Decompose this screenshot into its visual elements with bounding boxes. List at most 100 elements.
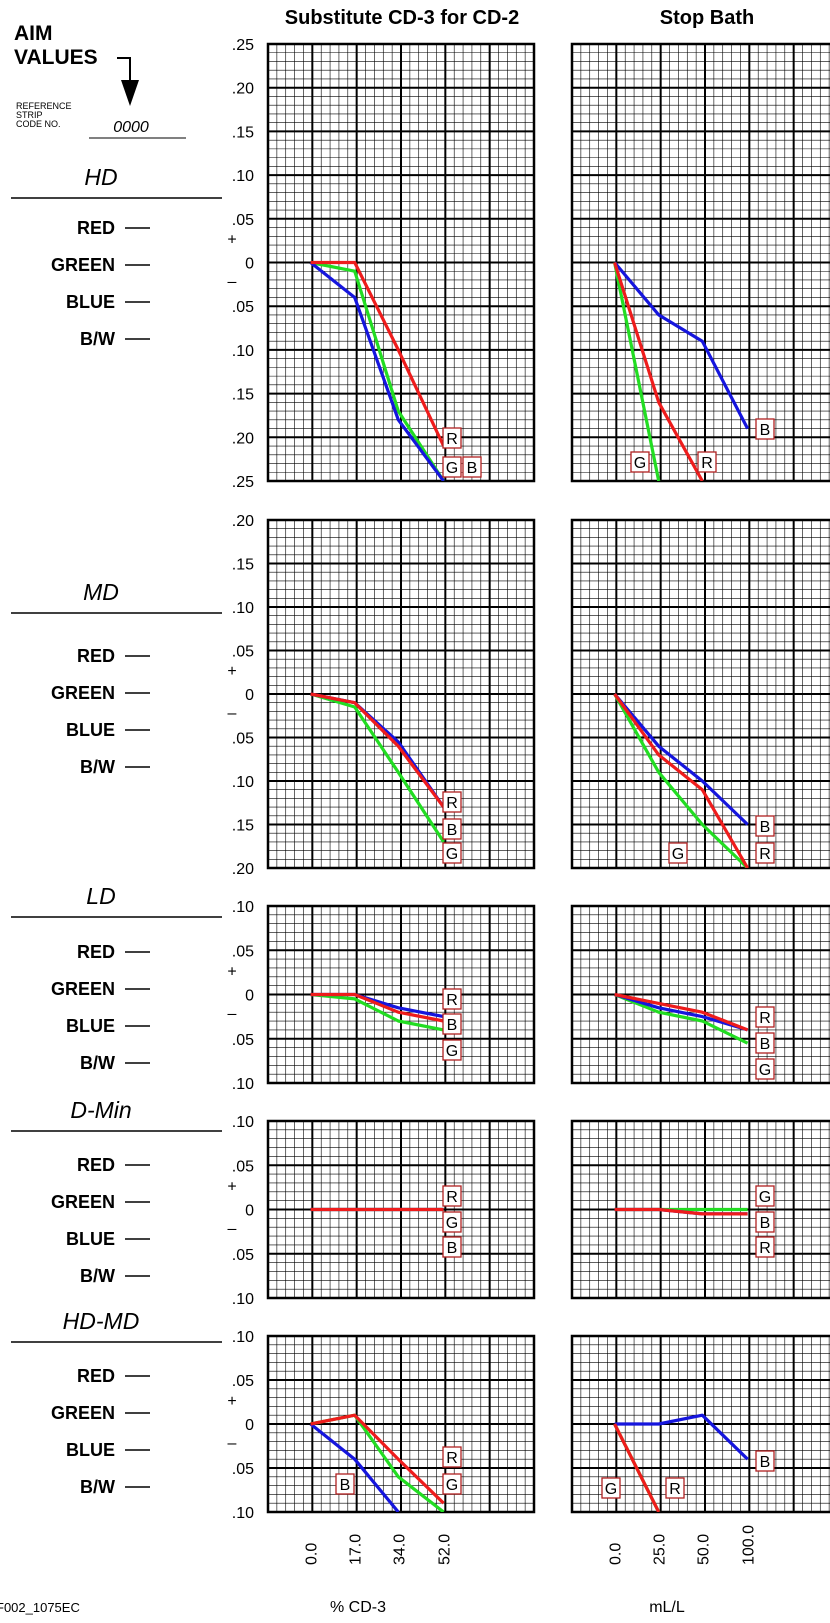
column-title: Substitute CD-3 for CD-2: [285, 7, 519, 29]
values-label: VALUES: [14, 46, 98, 69]
aim-label: AIM: [14, 22, 53, 45]
chart-panel: B G R: [570, 518, 830, 870]
y-tick-label: .15: [232, 818, 254, 835]
reference-label-line: REFERENCE: [16, 101, 72, 111]
minus-sign: –: [228, 274, 237, 291]
plot-frame: [266, 904, 536, 1085]
series-line-blue: [614, 1413, 749, 1461]
series-line-blue: [614, 992, 749, 1032]
series-tag-box: [442, 818, 462, 840]
aim-row-label: BLUE: [66, 292, 115, 312]
series-tag-box: [668, 842, 688, 864]
chart-panel: B G R: [570, 1334, 830, 1514]
aim-row-label: B/W: [80, 1477, 115, 1497]
series-tag-label: R: [446, 1450, 458, 1467]
plus-sign: +: [227, 232, 236, 249]
reference-label-line: STRIP: [16, 110, 43, 120]
y-tick-label: .05: [232, 212, 254, 229]
series-group: [310, 692, 445, 843]
y-tick-label: .10: [232, 1114, 254, 1131]
section-title: D-Min: [70, 1097, 131, 1123]
series-tag-box: [442, 842, 462, 864]
chart-panel: RBG: [266, 518, 536, 870]
series-line-green: [614, 993, 749, 1045]
aim-row-label: GREEN: [51, 1192, 115, 1212]
series-tag-label: B: [760, 422, 771, 439]
minus-sign: –: [228, 1221, 237, 1238]
series-tag-label: B: [760, 1454, 771, 1471]
series-tag-box: [462, 456, 482, 478]
series-tag-label: B: [760, 1215, 771, 1232]
series-tag-label: R: [669, 1481, 681, 1498]
plot-frame: [570, 904, 830, 1085]
y-tick-label: .05: [232, 731, 254, 748]
series-tag-box: [755, 842, 775, 864]
chart-panel: RBG: [570, 904, 830, 1085]
x-tick-label: 0.0: [304, 1543, 321, 1565]
y-tick-label: .10: [232, 600, 254, 617]
x-tick-label: 50.0: [695, 1534, 712, 1565]
x-tick-label: 17.0: [348, 1534, 365, 1565]
series-tag-label: G: [446, 1043, 458, 1060]
y-tick-label: .05: [232, 644, 254, 661]
series-tag-box: [442, 1039, 462, 1061]
y-tick-label: .10: [232, 899, 254, 916]
y-tick-label: .05: [232, 1461, 254, 1478]
y-tick-label: .05: [232, 1247, 254, 1264]
series-tag-label: B: [447, 1240, 458, 1257]
series-tag-label: B: [447, 822, 458, 839]
series-tag-label: R: [446, 431, 458, 448]
aim-row-label: BLUE: [66, 1229, 115, 1249]
series-line-red: [613, 1423, 661, 1512]
chart-panel: GBR: [570, 1119, 830, 1300]
section-title: HD-MD: [63, 1308, 140, 1334]
y-tick-label: .10: [232, 168, 254, 185]
series-tag-box: [442, 1236, 462, 1258]
series-line-blue: [309, 261, 445, 481]
minus-sign: –: [228, 1435, 237, 1452]
aim-row-label: GREEN: [51, 255, 115, 275]
column-title: Stop Bath: [660, 7, 754, 29]
y-tick-label: .05: [232, 943, 254, 960]
series-tag-box: [755, 1032, 775, 1054]
aim-arrow-head: [121, 80, 139, 106]
section-title: HD: [84, 164, 117, 190]
section-title: MD: [83, 579, 119, 605]
series-line-red: [310, 992, 444, 1023]
series-line-red: [613, 262, 704, 481]
series-tag-label: B: [760, 1036, 771, 1053]
series-line-green: [613, 693, 749, 868]
series-tag-label: B: [340, 1477, 351, 1494]
series-tag-box: [755, 1058, 775, 1080]
aim-row-label: BLUE: [66, 1440, 115, 1460]
series-tag-box: [442, 988, 462, 1010]
series-group: [309, 1413, 445, 1512]
aim-row-label: B/W: [80, 1053, 115, 1073]
series-tag-label: G: [759, 1062, 771, 1079]
x-axis-title: mL/L: [649, 1599, 685, 1616]
series-line-red: [613, 693, 749, 868]
series-tag-box: [442, 1211, 462, 1233]
series-tag-label: R: [759, 1010, 771, 1027]
series-line-green: [310, 260, 445, 481]
plot-frame: [570, 1334, 830, 1514]
plot-frame: [570, 42, 830, 483]
y-tick-label: 0: [245, 1417, 254, 1434]
y-tick-label: .25: [232, 37, 254, 54]
series-tag-box: [697, 451, 717, 473]
y-tick-label: .10: [232, 1076, 254, 1093]
series-tag-box: [755, 418, 775, 440]
code-no-value: 0000: [113, 119, 149, 136]
series-line-blue: [613, 692, 749, 826]
series-line-blue: [309, 1422, 400, 1512]
y-tick-label: .10: [232, 1291, 254, 1308]
series-group: [613, 1413, 749, 1512]
aim-row-label: GREEN: [51, 1403, 115, 1423]
chart-panel: RGB: [266, 1334, 536, 1514]
aim-row-label: RED: [77, 1155, 115, 1175]
series-tag-label: G: [759, 1189, 771, 1206]
y-tick-label: .15: [232, 387, 254, 404]
series-tag-label: G: [672, 846, 684, 863]
reference-label-line: CODE NO.: [16, 119, 61, 129]
